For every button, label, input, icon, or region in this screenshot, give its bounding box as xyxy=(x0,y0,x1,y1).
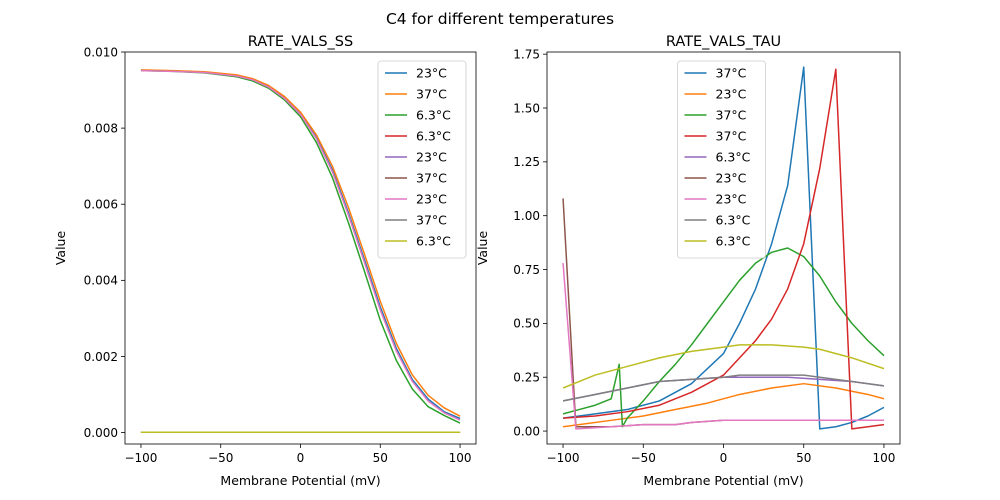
series-line-8 xyxy=(562,344,885,389)
y-tick-label: 1.00 xyxy=(513,209,540,223)
legend-entry: 6.3°C xyxy=(416,234,451,249)
x-tick-label: 50 xyxy=(373,451,388,465)
chart-title: RATE_VALS_TAU xyxy=(666,34,781,50)
x-tick-label: 0 xyxy=(720,451,728,465)
x-tick-label: 100 xyxy=(873,451,896,465)
series-line-0 xyxy=(562,66,885,430)
y-tick-label: 0.006 xyxy=(84,198,118,212)
x-tick-label: −100 xyxy=(547,451,580,465)
x-tick-label: 100 xyxy=(449,451,472,465)
legend-entry: 23°C xyxy=(416,150,447,165)
y-axis-label: Value xyxy=(53,231,68,266)
legend: 37°C 23°C 37°C 37°C 6.3°C 23°C 23°C 6.3°C 6.3°C xyxy=(677,60,766,259)
y-tick-label: 1.75 xyxy=(513,47,540,61)
y-tick-label: 0.002 xyxy=(84,350,118,364)
legend-entry: 37°C xyxy=(416,213,447,228)
y-tick-label: 0.50 xyxy=(513,317,540,331)
y-tick-label: 0.000 xyxy=(84,426,118,440)
x-tick-label: −50 xyxy=(208,451,233,465)
series-lines xyxy=(562,66,885,430)
series-line-2 xyxy=(562,247,885,428)
legend-box xyxy=(377,60,467,259)
y-tick-label: 0.004 xyxy=(84,274,118,288)
series-lines xyxy=(140,69,461,433)
chart-panel-rate-vals-ss: −100 −50 0 50 100 0.000 0.002 0.004 0.006 0.008 0.… xyxy=(53,34,477,488)
y-tick-label: 0.010 xyxy=(84,45,118,59)
legend-entry: 23°C xyxy=(716,192,747,207)
legend-entry: 23°C xyxy=(716,87,747,102)
x-tick-label: −100 xyxy=(124,451,157,465)
series-line-1 xyxy=(562,382,885,428)
legend-entry: 37°C xyxy=(416,171,447,186)
legend-entry: 6.3°C xyxy=(716,213,751,228)
y-tick-label: 0.008 xyxy=(84,121,118,135)
legend-box xyxy=(677,60,766,259)
legend-entry: 6.3°C xyxy=(716,150,751,165)
y-tick-label: 1.25 xyxy=(513,155,540,169)
y-tick-label: 0.25 xyxy=(513,371,540,385)
series-line-7 xyxy=(562,374,885,402)
chart-panel-rate-vals-tau: −100 −50 0 50 100 0.00 0.25 0.50 0.75 1.00 1.25 1.5… xyxy=(475,34,901,488)
legend-entry: 6.3°C xyxy=(416,108,451,123)
series-line-1 xyxy=(140,69,461,417)
y-tick-label: 1.50 xyxy=(513,101,540,115)
legend-entry: 23°C xyxy=(416,192,447,207)
legend-entry: 37°C xyxy=(716,108,747,123)
y-axis-label: Value xyxy=(475,231,490,266)
legend-entry: 37°C xyxy=(416,87,447,102)
y-tick-label: 0.75 xyxy=(513,263,540,277)
legend-entry: 23°C xyxy=(416,66,447,81)
legend-entry: 37°C xyxy=(716,129,747,144)
series-line-3 xyxy=(562,68,885,430)
legend: 23°C 37°C 6.3°C 6.3°C 23°C 37°C 23°C 37°C 6.3°C xyxy=(377,60,467,259)
series-line-6 xyxy=(562,263,884,430)
x-tick-label: 0 xyxy=(297,451,305,465)
chart-title: RATE_VALS_SS xyxy=(248,34,353,50)
x-axis-label: Membrane Potential (mV) xyxy=(220,473,380,488)
x-axis-label: Membrane Potential (mV) xyxy=(643,473,803,488)
y-tick-label: 0.00 xyxy=(513,424,540,438)
series-line-6 xyxy=(140,69,461,421)
legend-entry: 6.3°C xyxy=(716,234,751,249)
legend-entry: 6.3°C xyxy=(416,129,451,144)
x-tick-label: −50 xyxy=(631,451,656,465)
legend-entry: 23°C xyxy=(716,171,747,186)
x-tick-label: 50 xyxy=(796,451,811,465)
figure-suptitle: C4 for different temperatures xyxy=(386,10,614,28)
legend-entry: 37°C xyxy=(716,66,747,81)
